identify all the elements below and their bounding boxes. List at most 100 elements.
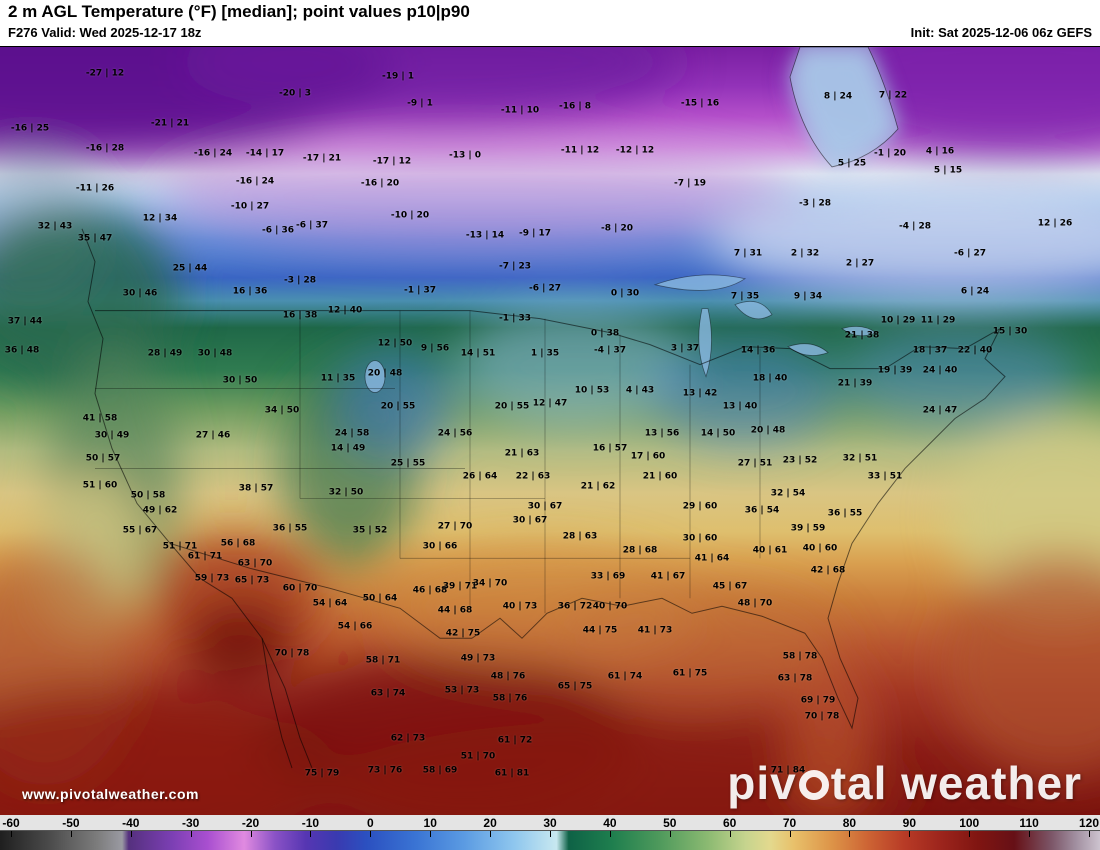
point-value: 30 | 46	[122, 288, 158, 299]
point-value: 62 | 73	[390, 733, 426, 744]
colorbar-tick-mark	[250, 831, 252, 837]
point-value: 26 | 64	[462, 471, 498, 482]
point-value: -6 | 27	[528, 283, 562, 294]
point-value: 38 | 57	[238, 483, 274, 494]
colorbar-tick-label: 50	[663, 816, 677, 830]
point-value: 9 | 34	[793, 291, 823, 302]
point-value: -19 | 1	[381, 71, 415, 82]
point-value: 49 | 73	[460, 653, 496, 664]
point-value: -10 | 27	[230, 201, 270, 212]
temperature-field	[0, 47, 1100, 816]
point-value: 30 | 67	[512, 515, 548, 526]
point-value: -17 | 12	[372, 156, 412, 167]
point-value: 54 | 66	[337, 621, 373, 632]
point-value: 24 | 58	[334, 428, 370, 439]
point-value: -14 | 17	[245, 148, 285, 159]
colorbar: -60 -50 -40 -30 -20 -10 0 10 20 30 40 50 60 70 80 90 100…	[0, 815, 1100, 850]
water-bodies	[364, 47, 899, 393]
point-value: 10 | 53	[574, 385, 610, 396]
point-value: 19 | 39	[877, 365, 913, 376]
point-value: 36 | 55	[272, 523, 308, 534]
colorbar-tick-mark	[1029, 831, 1031, 837]
point-value: 20 | 55	[380, 401, 416, 412]
point-value: 28 | 68	[622, 545, 658, 556]
point-value: -6 | 27	[953, 248, 987, 259]
colorbar-tick-label: -40	[122, 816, 140, 830]
point-value: 20 | 48	[367, 368, 403, 379]
point-value: 55 | 67	[122, 525, 158, 536]
point-value: 22 | 40	[957, 345, 993, 356]
point-value: 29 | 60	[682, 501, 718, 512]
point-value: -10 | 20	[390, 210, 430, 221]
point-value: -16 | 24	[235, 176, 275, 187]
point-value: 42 | 68	[810, 565, 846, 576]
point-value: 0 | 30	[610, 288, 640, 299]
point-value: 44 | 68	[437, 605, 473, 616]
point-value: 14 | 36	[740, 345, 776, 356]
point-value: 36 | 48	[4, 345, 40, 356]
point-value: 51 | 60	[82, 480, 118, 491]
point-value: 58 | 76	[492, 693, 528, 704]
point-value: 39 | 71	[442, 581, 478, 592]
point-value: -16 | 20	[360, 178, 400, 189]
point-value: -13 | 14	[465, 230, 505, 241]
point-value: 30 | 66	[422, 541, 458, 552]
point-value: 1 | 35	[530, 348, 560, 359]
colorbar-tick-mark	[310, 831, 312, 837]
point-value: -13 | 0	[448, 150, 482, 161]
point-value: 6 | 24	[960, 286, 990, 297]
point-value: 56 | 68	[220, 538, 256, 549]
point-value: -17 | 21	[302, 153, 342, 164]
point-value: 61 | 71	[187, 551, 223, 562]
point-value: -3 | 28	[283, 275, 317, 286]
colorbar-tick-label: -20	[241, 816, 260, 830]
colorbar-tick-mark	[550, 831, 551, 837]
colorbar-tick-mark	[430, 831, 432, 837]
point-value: 70 | 78	[274, 648, 310, 659]
page-title: 2 m AGL Temperature (°F) [median]; point…	[8, 2, 470, 21]
point-value: -11 | 26	[75, 183, 115, 194]
point-value: -9 | 17	[518, 228, 552, 239]
point-value: -1 | 37	[403, 285, 437, 296]
point-value: 14 | 49	[330, 443, 366, 454]
point-value: -21 | 21	[150, 118, 190, 129]
point-value: 49 | 62	[142, 505, 178, 516]
point-value: 22 | 63	[515, 471, 551, 482]
point-value: 12 | 26	[1037, 218, 1073, 229]
point-values-layer: -27 | 12 -20 | 3 -19 | 1 -9 | 1 -11 | 10 -16 …	[0, 47, 1100, 816]
point-value: -16 | 25	[10, 123, 50, 134]
point-value: 61 | 75	[672, 668, 708, 679]
point-value: -15 | 16	[680, 98, 720, 109]
point-value: 40 | 73	[502, 601, 538, 612]
point-value: 12 | 47	[532, 398, 568, 409]
point-value: 23 | 52	[782, 455, 818, 466]
point-value: 73 | 76	[367, 765, 403, 776]
point-value: 21 | 39	[837, 378, 873, 389]
point-value: 7 | 31	[733, 248, 763, 259]
point-value: 15 | 30	[992, 326, 1028, 337]
point-value: 30 | 67	[527, 501, 563, 512]
point-value: 54 | 64	[312, 598, 348, 609]
point-value: -1 | 20	[873, 148, 907, 159]
point-value: 36 | 55	[827, 508, 863, 519]
point-value: 45 | 67	[712, 581, 748, 592]
brand-circle-icon	[798, 770, 829, 800]
point-value: 30 | 60	[682, 533, 718, 544]
point-value: 60 | 70	[282, 583, 318, 594]
point-value: 16 | 57	[592, 443, 628, 454]
point-value: 7 | 22	[878, 90, 908, 101]
point-value: 46 | 68	[412, 585, 448, 596]
point-value: -16 | 28	[85, 143, 125, 154]
point-value: 21 | 60	[642, 471, 678, 482]
point-value: 71 | 84	[770, 765, 806, 776]
colorbar-tick-label: -30	[181, 816, 200, 830]
point-value: -20 | 3	[278, 88, 312, 99]
point-value: 20 | 48	[750, 425, 786, 436]
point-value: 35 | 52	[352, 525, 388, 536]
point-value: 61 | 81	[494, 768, 530, 779]
point-value: 18 | 40	[752, 373, 788, 384]
colorbar-tick-mark	[609, 831, 611, 837]
point-value: 34 | 50	[264, 405, 300, 416]
point-value: 40 | 70	[592, 601, 628, 612]
point-value: 13 | 42	[682, 388, 718, 399]
